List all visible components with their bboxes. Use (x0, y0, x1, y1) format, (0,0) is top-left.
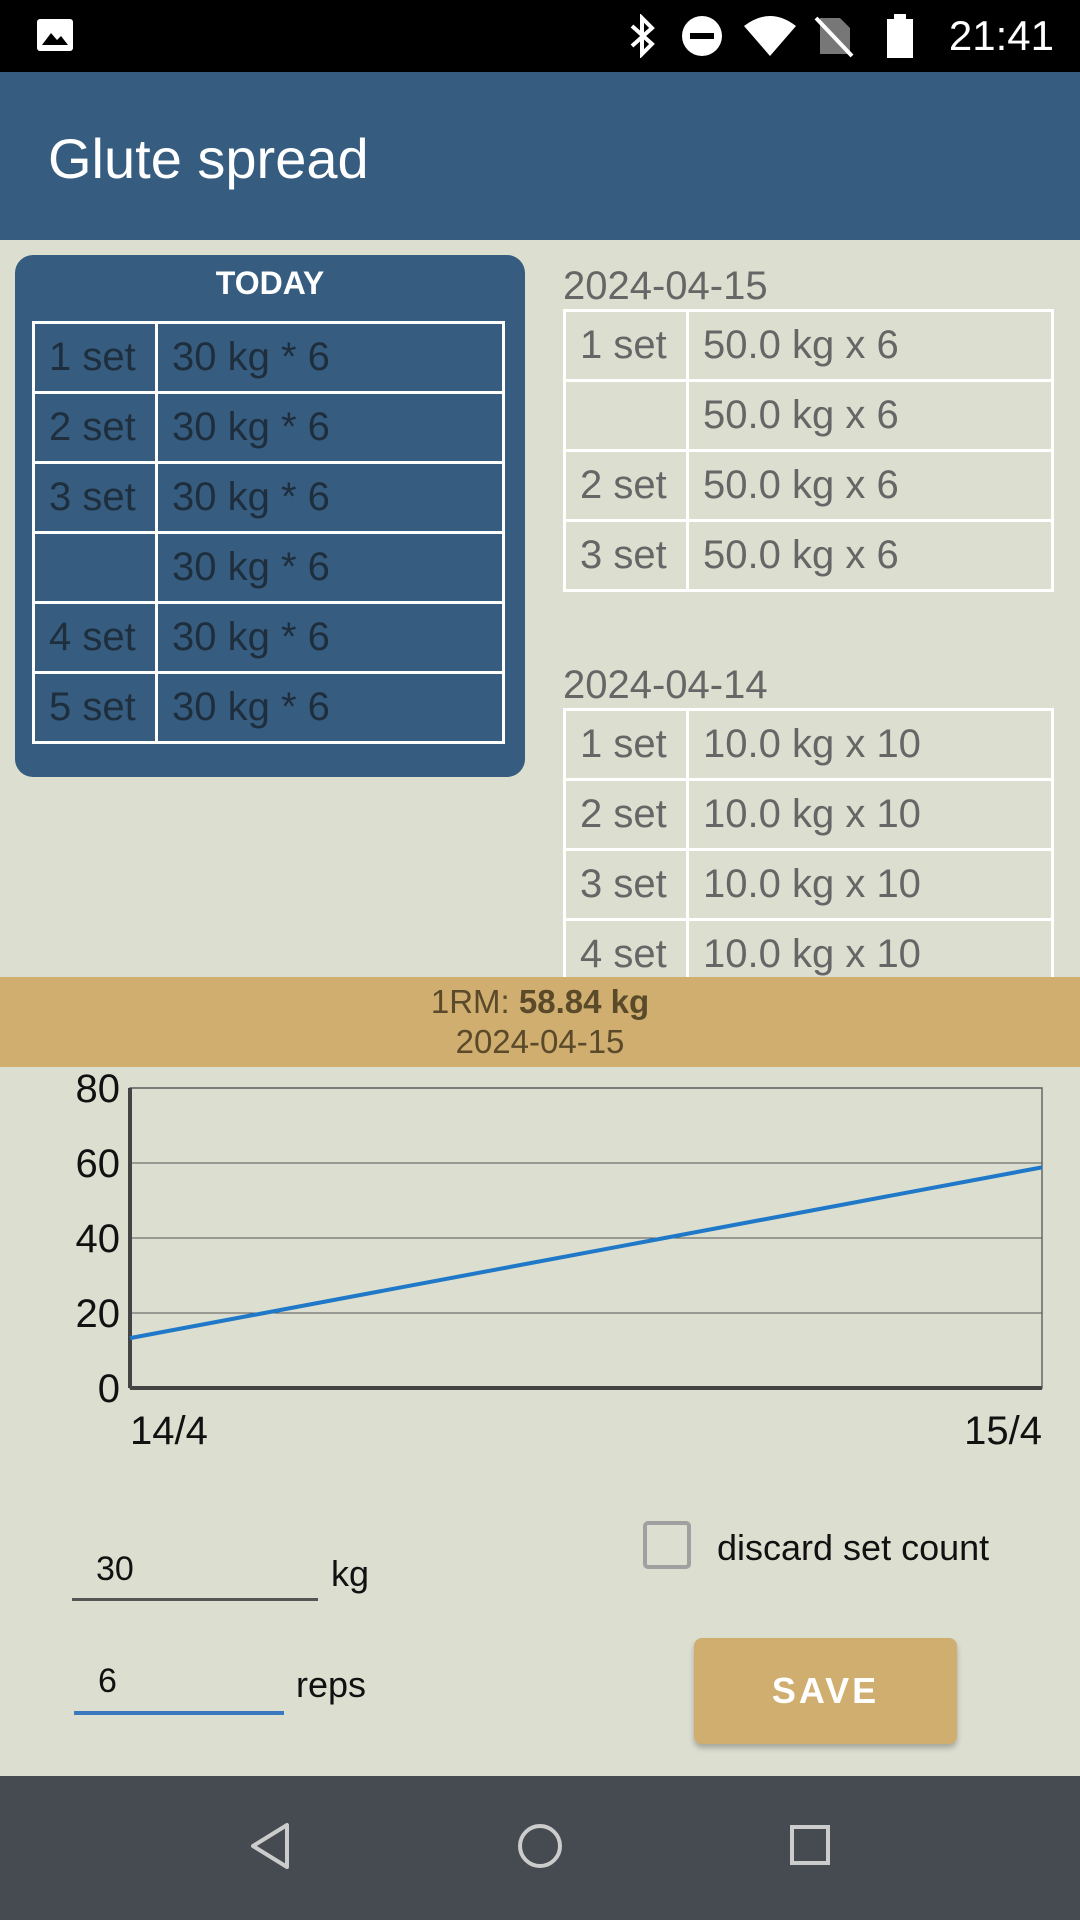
discard-set-count-label[interactable]: discard set count (717, 1527, 990, 1568)
set-value: 30 kg * 6 (155, 461, 505, 534)
set-value: 50.0 kg x 6 (686, 519, 1054, 592)
set-value: 50.0 kg x 6 (686, 449, 1054, 522)
back-icon[interactable] (247, 1821, 293, 1871)
recents-icon[interactable] (789, 1824, 831, 1866)
set-value: 10.0 kg x 10 (686, 848, 1054, 921)
table-row[interactable]: 4 set 30 kg * 6 (32, 601, 505, 674)
discard-set-count-checkbox[interactable] (643, 1521, 691, 1569)
set-label: 2 set (563, 778, 689, 851)
reps-input[interactable]: 6 (98, 1662, 117, 1700)
table-row[interactable]: 2 set 30 kg * 6 (32, 391, 505, 464)
reps-unit: reps (296, 1664, 367, 1705)
table-row[interactable]: 5 set 30 kg * 6 (32, 671, 505, 744)
set-value: 30 kg * 6 (155, 531, 505, 604)
one-rm-chart[interactable]: 0 20 40 60 80 14/4 15/4 (0, 1067, 1080, 1467)
set-label: 1 set (563, 708, 689, 781)
history-table: 1 set 50.0 kg x 6 50.0 kg x 6 2 set 50.0 k… (563, 309, 1054, 592)
set-label: 4 set (563, 918, 689, 977)
one-rm-value: 58.84 kg (518, 983, 650, 1020)
today-header: TODAY (215, 265, 325, 301)
set-label (563, 379, 689, 452)
set-label: 2 set (563, 449, 689, 522)
y-tick-label: 80 (76, 1067, 121, 1111)
x-tick-label: 14/4 (130, 1409, 208, 1453)
history-date: 2024-04-15 (563, 264, 768, 308)
one-rm-date: 2024-04-15 (455, 1023, 625, 1060)
set-value: 30 kg * 6 (155, 601, 505, 674)
battery-icon (887, 14, 913, 58)
set-label: 2 set (32, 391, 158, 464)
weight-input-underline (72, 1598, 318, 1601)
set-value: 50.0 kg x 6 (686, 379, 1054, 452)
y-tick-label: 0 (98, 1367, 120, 1411)
table-row: 50.0 kg x 6 (563, 379, 1054, 452)
set-value: 30 kg * 6 (155, 321, 505, 394)
set-label: 1 set (32, 321, 158, 394)
set-label: 3 set (32, 461, 158, 534)
table-row: 1 set 10.0 kg x 10 (563, 708, 1054, 781)
one-rm-banner: 1RM: 58.84 kg 2024-04-15 (0, 977, 1080, 1067)
set-label: 1 set (563, 309, 689, 382)
wifi-icon (744, 16, 796, 56)
page-title: Glute spread (48, 127, 369, 190)
table-row[interactable]: 3 set 30 kg * 6 (32, 461, 505, 534)
table-row: 4 set 10.0 kg x 10 (563, 918, 1054, 977)
set-label: 4 set (32, 601, 158, 674)
set-label: 3 set (563, 519, 689, 592)
do-not-disturb-icon (682, 16, 722, 56)
history-list[interactable]: 2024-04-15 1 set 50.0 kg x 6 50.0 kg x 6 … (563, 255, 1063, 977)
reps-input-underline (74, 1711, 284, 1715)
app-bar: Glute spread (0, 72, 1080, 240)
table-row[interactable]: 30 kg * 6 (32, 531, 505, 604)
status-time: 21:41 (948, 12, 1054, 59)
home-icon[interactable] (516, 1822, 564, 1870)
table-row[interactable]: 1 set 30 kg * 6 (32, 321, 505, 394)
one-rm-label: 1RM: (430, 983, 510, 1020)
x-tick-label: 15/4 (964, 1409, 1042, 1453)
no-sim-icon (814, 16, 854, 58)
table-row: 3 set 50.0 kg x 6 (563, 519, 1054, 592)
table-row: 3 set 10.0 kg x 10 (563, 848, 1054, 921)
today-table: 1 set 30 kg * 6 2 set 30 kg * 6 3 set 30 kg… (32, 321, 505, 744)
set-value: 30 kg * 6 (155, 391, 505, 464)
table-row: 1 set 50.0 kg x 6 (563, 309, 1054, 382)
table-row: 2 set 50.0 kg x 6 (563, 449, 1054, 522)
set-label: 5 set (32, 671, 158, 744)
weight-input[interactable]: 30 (96, 1550, 134, 1588)
set-value: 10.0 kg x 10 (686, 918, 1054, 977)
history-table: 1 set 10.0 kg x 10 2 set 10.0 kg x 10 3 se… (563, 708, 1054, 977)
series-line (129, 1165, 1043, 1341)
today-card: TODAY 1 set 30 kg * 6 2 set 30 kg * 6 3 se… (15, 255, 525, 777)
set-value: 10.0 kg x 10 (686, 708, 1054, 781)
save-button[interactable]: SAVE (694, 1638, 957, 1744)
history-date: 2024-04-14 (563, 663, 768, 707)
navigation-bar (0, 1776, 1080, 1920)
set-label: 3 set (563, 848, 689, 921)
bluetooth-icon (630, 14, 655, 58)
set-label (32, 531, 158, 604)
y-tick-label: 20 (76, 1292, 121, 1336)
table-row: 2 set 10.0 kg x 10 (563, 778, 1054, 851)
set-value: 50.0 kg x 6 (686, 309, 1054, 382)
weight-unit: kg (331, 1553, 370, 1594)
y-tick-label: 40 (76, 1217, 121, 1261)
set-value: 30 kg * 6 (155, 671, 505, 744)
set-value: 10.0 kg x 10 (686, 778, 1054, 851)
status-bar: 21:41 (0, 0, 1080, 72)
image-icon (37, 19, 73, 51)
y-tick-label: 60 (76, 1142, 121, 1186)
